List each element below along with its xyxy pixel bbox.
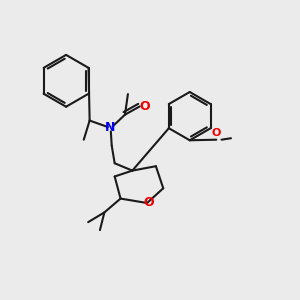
Text: N: N <box>105 122 116 134</box>
Text: O: O <box>212 128 221 138</box>
Text: O: O <box>140 100 150 113</box>
Text: O: O <box>143 196 154 209</box>
